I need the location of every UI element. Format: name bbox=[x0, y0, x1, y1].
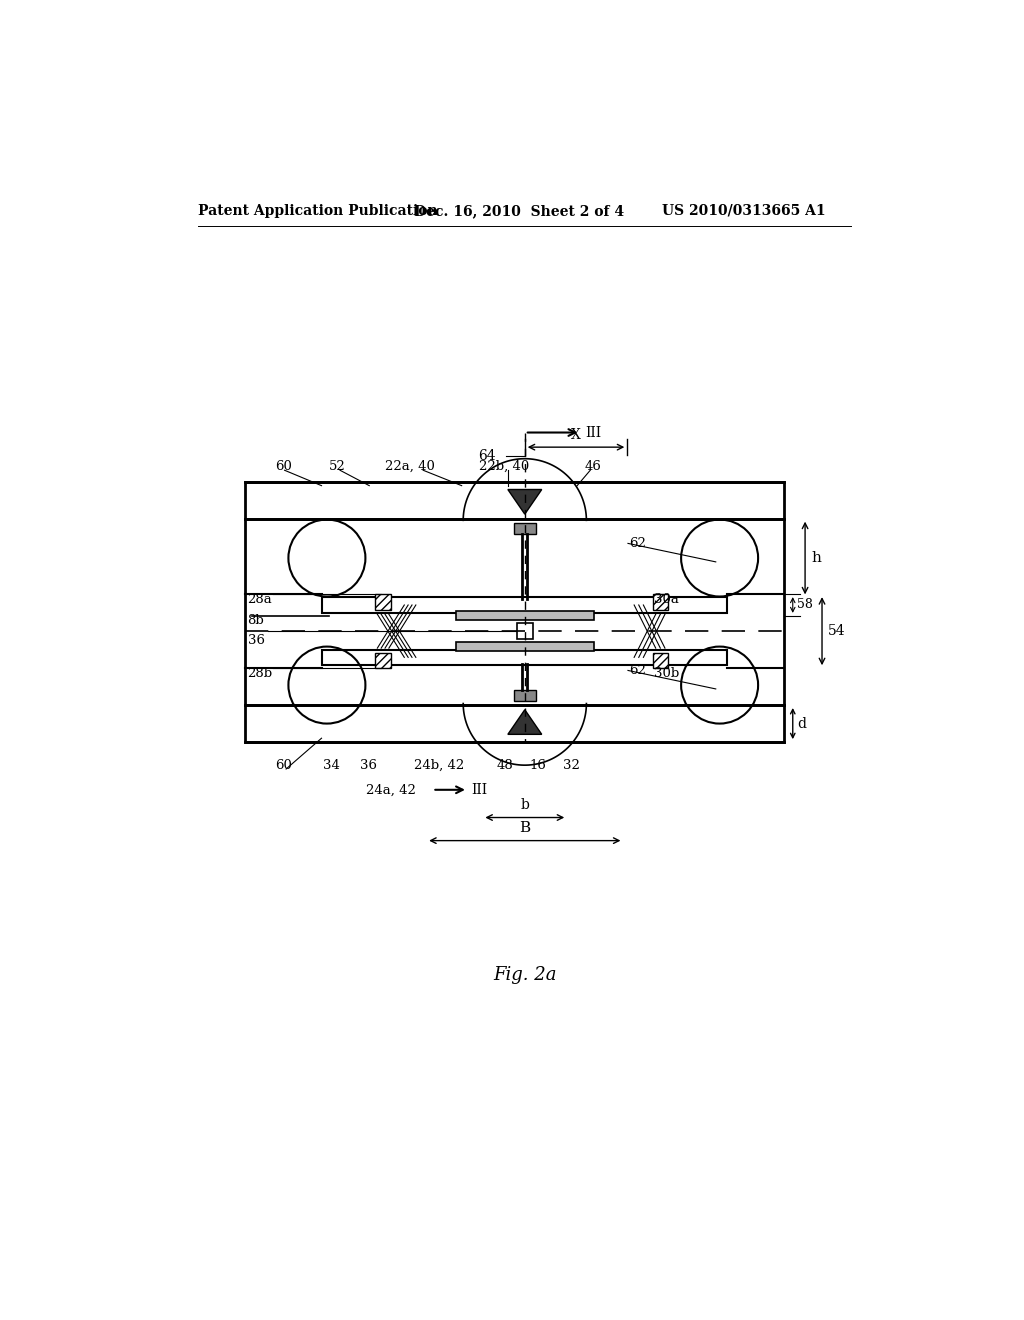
Bar bbox=[514, 689, 536, 701]
Text: 58: 58 bbox=[798, 598, 813, 611]
Bar bbox=[245, 705, 783, 742]
Text: III: III bbox=[585, 425, 601, 440]
Text: h: h bbox=[811, 550, 821, 565]
Text: 30b: 30b bbox=[654, 667, 679, 680]
Text: X: X bbox=[571, 428, 581, 442]
Text: 32: 32 bbox=[563, 759, 581, 772]
Polygon shape bbox=[508, 490, 542, 515]
Bar bbox=[322, 597, 727, 612]
Text: 36: 36 bbox=[248, 634, 264, 647]
Bar bbox=[652, 653, 668, 668]
Text: III: III bbox=[471, 783, 487, 797]
Text: B: B bbox=[519, 821, 530, 836]
Text: US 2010/0313665 A1: US 2010/0313665 A1 bbox=[662, 203, 825, 218]
Text: 24b, 42: 24b, 42 bbox=[414, 759, 464, 772]
Text: 22b, 40: 22b, 40 bbox=[478, 459, 528, 473]
Text: 60: 60 bbox=[275, 759, 292, 772]
Text: 46: 46 bbox=[585, 459, 602, 473]
Text: 22a, 40: 22a, 40 bbox=[385, 459, 434, 473]
Text: Fig. 2a: Fig. 2a bbox=[493, 966, 557, 983]
Text: 52: 52 bbox=[330, 459, 346, 473]
Bar bbox=[376, 594, 391, 610]
Bar bbox=[245, 482, 783, 519]
Bar bbox=[517, 623, 532, 639]
Text: Patent Application Publication: Patent Application Publication bbox=[199, 203, 438, 218]
Text: 62: 62 bbox=[630, 537, 646, 550]
Text: 54: 54 bbox=[828, 624, 846, 638]
Text: b: b bbox=[520, 799, 529, 812]
Text: 24a, 42: 24a, 42 bbox=[367, 783, 416, 796]
Text: 8b: 8b bbox=[248, 614, 264, 627]
Text: 30a: 30a bbox=[654, 593, 679, 606]
Text: d: d bbox=[798, 717, 806, 730]
Text: 60: 60 bbox=[275, 459, 292, 473]
Bar bbox=[514, 523, 536, 535]
Bar bbox=[322, 649, 727, 665]
Text: 48: 48 bbox=[497, 759, 513, 772]
Bar bbox=[456, 642, 594, 651]
Bar bbox=[456, 611, 594, 620]
Text: 16: 16 bbox=[529, 759, 546, 772]
Text: 28b: 28b bbox=[248, 667, 272, 680]
Bar bbox=[376, 653, 391, 668]
Text: Dec. 16, 2010  Sheet 2 of 4: Dec. 16, 2010 Sheet 2 of 4 bbox=[414, 203, 624, 218]
Text: 62: 62 bbox=[630, 664, 646, 677]
Text: 64: 64 bbox=[478, 449, 497, 462]
Polygon shape bbox=[508, 710, 542, 734]
Bar bbox=[652, 594, 668, 610]
Text: 36: 36 bbox=[360, 759, 377, 772]
Text: 28a: 28a bbox=[248, 593, 272, 606]
Text: 34: 34 bbox=[323, 759, 340, 772]
